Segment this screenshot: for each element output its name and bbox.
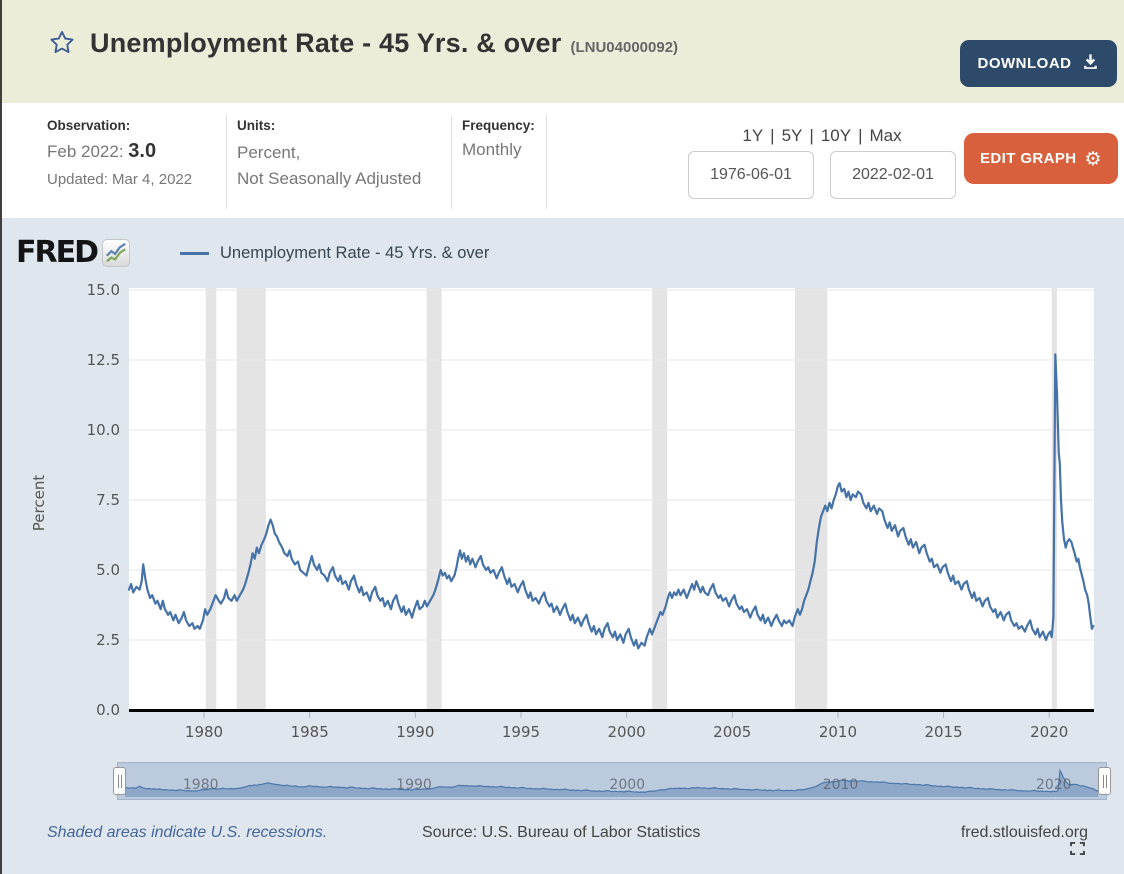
range-5y[interactable]: 5Y: [781, 126, 803, 145]
page-header: Unemployment Rate - 45 Yrs. & over (LNU0…: [2, 0, 1124, 103]
svg-text:15.0: 15.0: [87, 281, 120, 299]
frequency-block: Frequency: Monthly: [462, 115, 547, 209]
svg-text:2000: 2000: [609, 777, 645, 793]
range-separator: |: [809, 126, 814, 145]
range-separator: |: [770, 126, 775, 145]
gear-icon: ⚙: [1084, 147, 1102, 170]
site-link[interactable]: fred.stlouisfed.org: [960, 824, 1088, 841]
svg-text:1985: 1985: [291, 723, 329, 741]
source-text: Source: U.S. Bureau of Labor Statistics: [422, 824, 701, 841]
favorite-star-icon[interactable]: [48, 29, 76, 57]
observation-value: Feb 2022: 3.0: [47, 140, 157, 162]
svg-text:1990: 1990: [396, 723, 434, 741]
svg-text:7.5: 7.5: [96, 491, 120, 509]
svg-text:2.5: 2.5: [96, 631, 120, 649]
fullscreen-icon[interactable]: [1070, 842, 1086, 856]
edit-graph-label: EDIT GRAPH: [980, 150, 1077, 167]
frequency-value: Monthly: [462, 140, 522, 159]
svg-text:1990: 1990: [396, 777, 432, 793]
fred-logo[interactable]: FRED: [16, 235, 99, 270]
svg-text:1980: 1980: [185, 723, 223, 741]
edit-graph-button[interactable]: EDIT GRAPH ⚙: [964, 133, 1118, 184]
svg-text:5.0: 5.0: [96, 561, 120, 579]
main-chart: 0.0 2.5 5.0 7.5 10.0 12.5 15.0 1980 1985 1990 1995…: [87, 281, 1095, 741]
chart-legend: Unemployment Rate - 45 Yrs. & over: [180, 244, 489, 263]
units-value-line2: Not Seasonally Adjusted: [237, 168, 422, 188]
range-10y[interactable]: 10Y: [820, 126, 852, 145]
units-label: Units:: [237, 118, 276, 133]
legend-line-swatch: [180, 251, 209, 255]
svg-text:2010: 2010: [823, 777, 859, 793]
svg-text:2020: 2020: [1030, 723, 1068, 741]
end-date-input[interactable]: [830, 151, 956, 199]
svg-text:1980: 1980: [183, 777, 219, 793]
range-separator: |: [858, 126, 863, 145]
svg-text:1995: 1995: [502, 723, 540, 741]
svg-text:2005: 2005: [713, 723, 751, 741]
svg-text:2020: 2020: [1036, 777, 1072, 793]
range-max[interactable]: Max: [869, 126, 902, 145]
svg-text:0.0: 0.0: [96, 701, 120, 719]
slider-handle-left[interactable]: [113, 767, 126, 795]
legend-label: Unemployment Rate - 45 Yrs. & over: [220, 243, 490, 262]
info-bar: Observation: Feb 2022: 3.0 Updated: Mar …: [2, 103, 1124, 218]
range-1y[interactable]: 1Y: [742, 126, 764, 145]
svg-text:2015: 2015: [924, 723, 962, 741]
chart-section: FRED Unemployment Rate - 45 Yrs. & over …: [2, 218, 1124, 874]
observation-updated: Updated: Mar 4, 2022: [47, 171, 193, 188]
page-title: Unemployment Rate - 45 Yrs. & over: [90, 28, 562, 58]
observation-label: Observation:: [47, 118, 131, 133]
recession-note[interactable]: Shaded areas indicate U.S. recessions.: [47, 824, 328, 841]
slider-handle-right[interactable]: [1098, 767, 1111, 795]
start-date-input[interactable]: [688, 151, 814, 199]
units-block: Units: Percent, Not Seasonally Adjusted: [237, 115, 452, 209]
range-slider[interactable]: 1980 1990 2000 2010 2020: [113, 762, 1111, 800]
frequency-label: Frequency:: [462, 118, 535, 133]
observation-latest: 3.0: [128, 140, 157, 162]
series-id: (LNU04000092): [570, 39, 679, 56]
fred-logo-chart-icon: [102, 239, 130, 267]
download-button[interactable]: DOWNLOAD: [960, 40, 1117, 87]
slider-mini-chart: 1980 1990 2000 2010 2020: [117, 762, 1107, 800]
svg-text:2010: 2010: [819, 723, 857, 741]
units-value-line1: Percent,: [237, 143, 301, 162]
observation-block: Observation: Feb 2022: 3.0 Updated: Mar …: [47, 115, 227, 209]
range-links: 1Y | 5Y | 10Y | Max: [688, 126, 956, 146]
download-icon: [1081, 53, 1100, 75]
svg-text:12.5: 12.5: [87, 351, 120, 369]
chart-brand-row: FRED Unemployment Rate - 45 Yrs. & over: [16, 237, 489, 269]
svg-text:10.0: 10.0: [87, 421, 120, 439]
svg-text:2000: 2000: [608, 723, 646, 741]
download-button-label: DOWNLOAD: [977, 55, 1072, 72]
